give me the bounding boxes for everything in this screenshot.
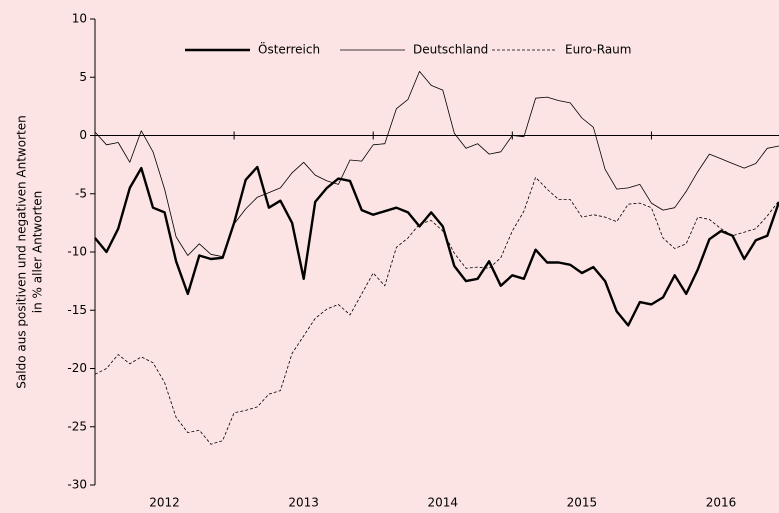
y-tick-label: -30 xyxy=(67,478,87,492)
x-tick-label: 2015 xyxy=(567,496,598,510)
y-tick-label: 0 xyxy=(79,128,87,142)
y-tick-label: 10 xyxy=(72,12,87,26)
legend-label: Deutschland xyxy=(413,43,488,57)
x-tick-label: 2013 xyxy=(288,496,319,510)
legend-label: Euro-Raum xyxy=(565,43,631,57)
x-tick-label: 2016 xyxy=(706,496,737,510)
line-series xyxy=(94,71,779,258)
y-tick-label: -25 xyxy=(67,419,87,433)
legend-label: Österreich xyxy=(258,41,320,57)
x-tick-label: 2014 xyxy=(427,496,458,510)
line-series xyxy=(94,165,779,327)
y-tick-label: 5 xyxy=(79,70,87,84)
y-axis-label: Saldo aus positiven und negativen Antwor… xyxy=(15,115,29,388)
y-tick-label: -10 xyxy=(67,245,87,259)
y-axis-label: in % aller Antworten xyxy=(31,191,45,313)
y-tick-label: -15 xyxy=(67,303,87,317)
y-tick-label: -20 xyxy=(67,361,87,375)
x-tick-label: 2012 xyxy=(149,496,180,510)
y-tick-label: -5 xyxy=(75,186,87,200)
